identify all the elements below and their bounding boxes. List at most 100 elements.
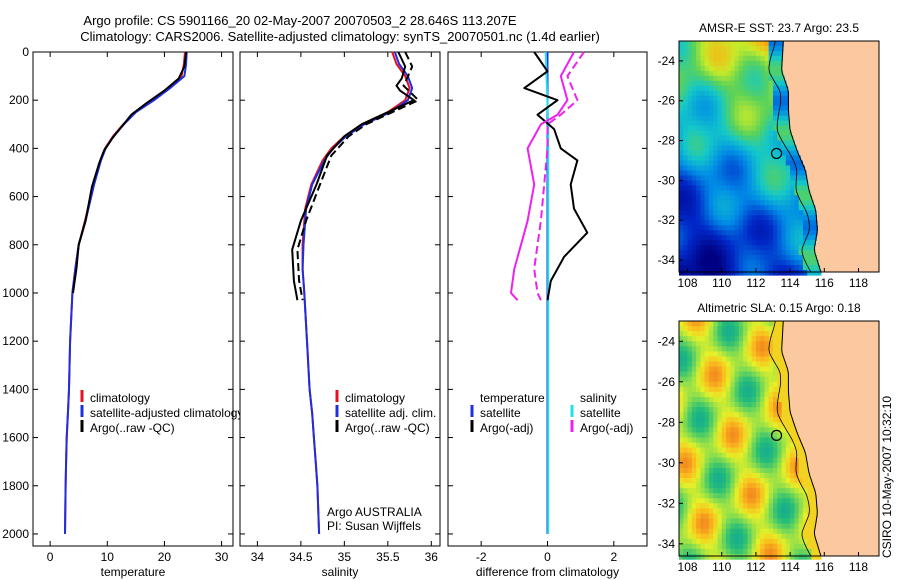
- heatmap-cell: [747, 110, 753, 117]
- heatmap-cell: [768, 210, 774, 216]
- heatmap-cell: [764, 85, 770, 92]
- heatmap-cell: [785, 140, 791, 147]
- heatmap-cell: [713, 467, 719, 474]
- heatmap-cell: [700, 361, 706, 368]
- heatmap-cell: [747, 533, 753, 540]
- heatmap-cell: [713, 115, 719, 122]
- heatmap-cell: [726, 432, 731, 439]
- heatmap-cell: [696, 483, 701, 489]
- heatmap-cell: [764, 321, 770, 327]
- legend-entry: satellite adj. clim.: [345, 406, 436, 420]
- heatmap-cell: [781, 397, 787, 403]
- heatmap-cell: [764, 55, 770, 62]
- heatmap-cell: [704, 366, 710, 373]
- heatmap-cell: [679, 215, 684, 221]
- heatmap-cell: [760, 427, 766, 434]
- heatmap-cell: [738, 422, 744, 428]
- heatmap-cell: [781, 150, 787, 157]
- heatmap-cell: [743, 105, 748, 112]
- heatmap-cell: [708, 65, 714, 72]
- heatmap-cell: [743, 195, 748, 201]
- heatmap-cell: [777, 200, 783, 206]
- heatmap-cell: [751, 462, 757, 469]
- y-tick-label: -26: [658, 94, 676, 108]
- heatmap-cell: [708, 412, 714, 418]
- heatmap-cell: [726, 260, 731, 266]
- heatmap-cell: [730, 175, 736, 181]
- heatmap-cell: [794, 543, 800, 550]
- heatmap-cell: [708, 240, 714, 246]
- heatmap-cell: [781, 417, 787, 423]
- heatmap-cell: [704, 427, 710, 434]
- heatmap-cell: [696, 60, 701, 67]
- heatmap-cell: [704, 523, 710, 530]
- heatmap-cell: [781, 225, 787, 231]
- heatmap-cell: [760, 65, 766, 72]
- heatmap-cell: [679, 391, 684, 398]
- heatmap-cell: [768, 41, 774, 47]
- heatmap-cell: [777, 160, 783, 167]
- heatmap-cell: [773, 105, 778, 112]
- heatmap-cell: [696, 270, 701, 276]
- heatmap-cell: [773, 467, 778, 474]
- heatmap-cell: [747, 265, 753, 271]
- heatmap-cell: [687, 381, 693, 388]
- heatmap-cell: [751, 331, 757, 337]
- heatmap-cell: [802, 165, 805, 172]
- heatmap-cell: [683, 513, 689, 520]
- heatmap-cell: [726, 115, 731, 122]
- heatmap-cell: [751, 205, 757, 211]
- heatmap-cell: [777, 523, 783, 530]
- heatmap-cell: [696, 376, 701, 383]
- heatmap-cell: [687, 240, 693, 246]
- heatmap-cell: [790, 215, 795, 221]
- heatmap-cell: [734, 80, 740, 87]
- heatmap-cell: [708, 210, 714, 216]
- heatmap-cell: [708, 165, 714, 172]
- heatmap-cell: [790, 145, 795, 152]
- heatmap-cell: [713, 326, 719, 332]
- heatmap-cell: [738, 90, 744, 97]
- heatmap-cell: [773, 341, 778, 347]
- heatmap-cell: [734, 366, 740, 373]
- heatmap-cell: [747, 60, 753, 67]
- heatmap-cell: [807, 483, 813, 489]
- heatmap-cell: [704, 493, 710, 499]
- heatmap-cell: [687, 55, 693, 62]
- heatmap-cell: [730, 341, 736, 347]
- heatmap-cell: [764, 518, 770, 525]
- heatmap-cell: [777, 205, 783, 211]
- heatmap-cell: [704, 467, 710, 474]
- heatmap-cell: [713, 518, 719, 525]
- heatmap-cell: [708, 60, 714, 67]
- heatmap-cell: [708, 321, 714, 327]
- heatmap-cell: [760, 190, 766, 196]
- legend-entry: Argo(-adj): [480, 421, 533, 435]
- heatmap-cell: [696, 75, 701, 82]
- heatmap-cell: [691, 110, 697, 117]
- heatmap-cell: [777, 407, 783, 413]
- heatmap-cell: [704, 528, 710, 535]
- heatmap-cell: [687, 255, 693, 261]
- heatmap-cell: [700, 265, 706, 271]
- heatmap-cell: [734, 235, 740, 241]
- heatmap-cell: [738, 543, 744, 550]
- heatmap-cell: [755, 110, 761, 117]
- heatmap-cell: [696, 205, 701, 211]
- heatmap-cell: [751, 417, 757, 423]
- heatmap-cell: [811, 225, 817, 231]
- heatmap-cell: [700, 548, 706, 555]
- heatmap-cell: [730, 457, 736, 464]
- heatmap-cell: [807, 220, 813, 226]
- heatmap-cell: [700, 402, 706, 408]
- heatmap-cell: [755, 407, 761, 413]
- heatmap-cell: [785, 220, 791, 226]
- heatmap-cell: [760, 230, 766, 236]
- heatmap-cell: [691, 90, 697, 97]
- heatmap-cell: [751, 381, 757, 388]
- heatmap-cell: [785, 85, 789, 92]
- heatmap-cell: [764, 160, 770, 167]
- heatmap-cell: [798, 215, 804, 221]
- heatmap-cell: [743, 513, 748, 520]
